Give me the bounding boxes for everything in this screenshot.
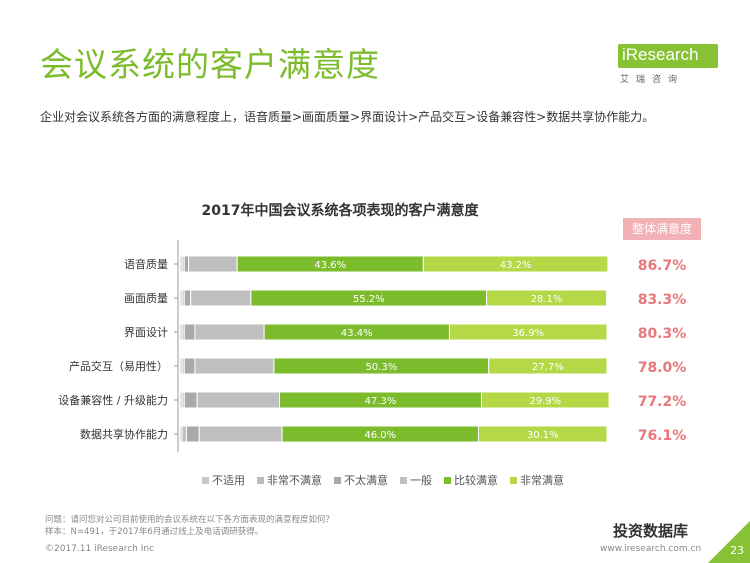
bar-segment: [477, 425, 608, 443]
bar-value-label: 46.0%: [364, 430, 396, 441]
bar-segment: [190, 289, 252, 307]
bar-segment: [183, 357, 196, 375]
bar-segment: [486, 289, 608, 307]
category-label: 设备兼容性 / 升级能力: [58, 393, 168, 407]
legend-item: 不适用: [202, 472, 245, 488]
page-subtitle: 企业对会议系统各方面的满意程度上，语音质量>画面质量>界面设计>产品交互>设备兼…: [40, 110, 655, 124]
bar-value-label: 36.9%: [512, 328, 544, 339]
legend-item: 比较满意: [444, 472, 498, 488]
bar-value-label: 55.2%: [353, 294, 385, 305]
bar-segment: [480, 391, 610, 409]
overall-satisfaction-value: 78.0%: [638, 360, 687, 376]
legend-label: 非常满意: [520, 474, 564, 487]
legend-label: 一般: [410, 474, 432, 487]
legend-item: 非常不满意: [257, 472, 322, 488]
legend-label: 比较满意: [454, 474, 498, 487]
bar-segment: [422, 255, 609, 273]
category-label: 数据共享协作能力: [80, 427, 168, 441]
legend-swatch: [202, 476, 209, 484]
logo-bar: [618, 44, 718, 68]
overall-satisfaction-value: 86.7%: [638, 258, 687, 274]
logo-subtitle: 艾瑞咨询: [620, 75, 685, 85]
survey-sample-note: 样本：N=491，于2017年6月通过线上及电话调研获得。: [45, 527, 264, 537]
legend-swatch: [510, 476, 517, 484]
bar-segment: [181, 425, 187, 443]
footer-website: www.iresearch.com.cn: [600, 544, 702, 554]
bar-segment: [185, 425, 200, 443]
legend-swatch: [400, 476, 407, 484]
category-label: 画面质量: [124, 292, 168, 305]
bar-segment: [196, 391, 280, 409]
bar-segment: [183, 255, 190, 273]
bar-segment: [183, 289, 192, 307]
page-corner-decoration: [708, 521, 750, 563]
survey-question-note: 问题：请问您对公司目前使用的会议系统在以下各方面表现的满意程度如何？: [45, 515, 335, 525]
legend-item: 不太满意: [334, 472, 388, 488]
overall-satisfaction-value: 77.2%: [638, 394, 687, 410]
page-title: 会议系统的客户满意度: [40, 45, 380, 84]
bar-value-label: 43.2%: [500, 260, 532, 271]
bar-value-label: 28.1%: [531, 294, 563, 305]
bar-segment: [194, 323, 265, 341]
overall-satisfaction-value: 80.3%: [638, 326, 687, 342]
bar-value-label: 30.1%: [527, 430, 559, 441]
overall-satisfaction-header: 整体满意度: [623, 218, 701, 240]
category-label: 界面设计: [124, 326, 168, 339]
bar-segment: [448, 323, 608, 341]
chart-title-wrapper: 2017年中国会议系统各项表现的客户满意度: [0, 200, 750, 220]
legend-label: 非常不满意: [267, 474, 322, 487]
legend-label: 不适用: [212, 474, 245, 487]
bar-value-label: 29.9%: [529, 396, 561, 407]
overall-satisfaction-value: 83.3%: [638, 292, 687, 308]
legend-label: 不太满意: [344, 474, 388, 487]
page-number: 23: [730, 544, 744, 557]
footer-copyright: ©2017.11 iResearch Inc: [45, 544, 155, 554]
category-label: 语音质量: [124, 257, 168, 271]
bar-segment: [188, 255, 238, 273]
legend-swatch: [444, 476, 451, 484]
stacked-bar-chart: 语音质量 43.6% 43.2% 86.7% 画面质量 55.2% 28.1% 83.3% 界面…: [58, 240, 687, 452]
bar-value-label: 47.3%: [365, 396, 397, 407]
legend-item: 一般: [400, 472, 432, 488]
bar-value-label: 50.3%: [365, 362, 397, 373]
bar-value-label: 43.4%: [341, 328, 373, 339]
chart-legend: 不适用 非常不满意 不太满意 一般 比较满意 非常满意: [202, 472, 564, 488]
bar-segment: [183, 391, 198, 409]
bar-segment: [198, 425, 283, 443]
logo-text: iResearch: [622, 45, 699, 64]
bar-segment: [488, 357, 608, 375]
overall-satisfaction-value: 76.1%: [638, 428, 687, 444]
bar-segment: [194, 357, 275, 375]
bar-segment: [183, 323, 196, 341]
legend-swatch: [257, 476, 264, 484]
category-label: 产品交互（易用性）: [69, 359, 168, 373]
bar-value-label: 43.6%: [314, 260, 346, 271]
legend-item: 非常满意: [510, 472, 564, 488]
watermark-text: 投资数据库: [613, 522, 689, 540]
legend-swatch: [334, 476, 341, 484]
chart-title: 2017年中国会议系统各项表现的客户满意度: [201, 203, 479, 219]
bar-value-label: 27.7%: [532, 362, 564, 373]
iresearch-logo: iResearch 艾瑞咨询: [618, 38, 718, 86]
